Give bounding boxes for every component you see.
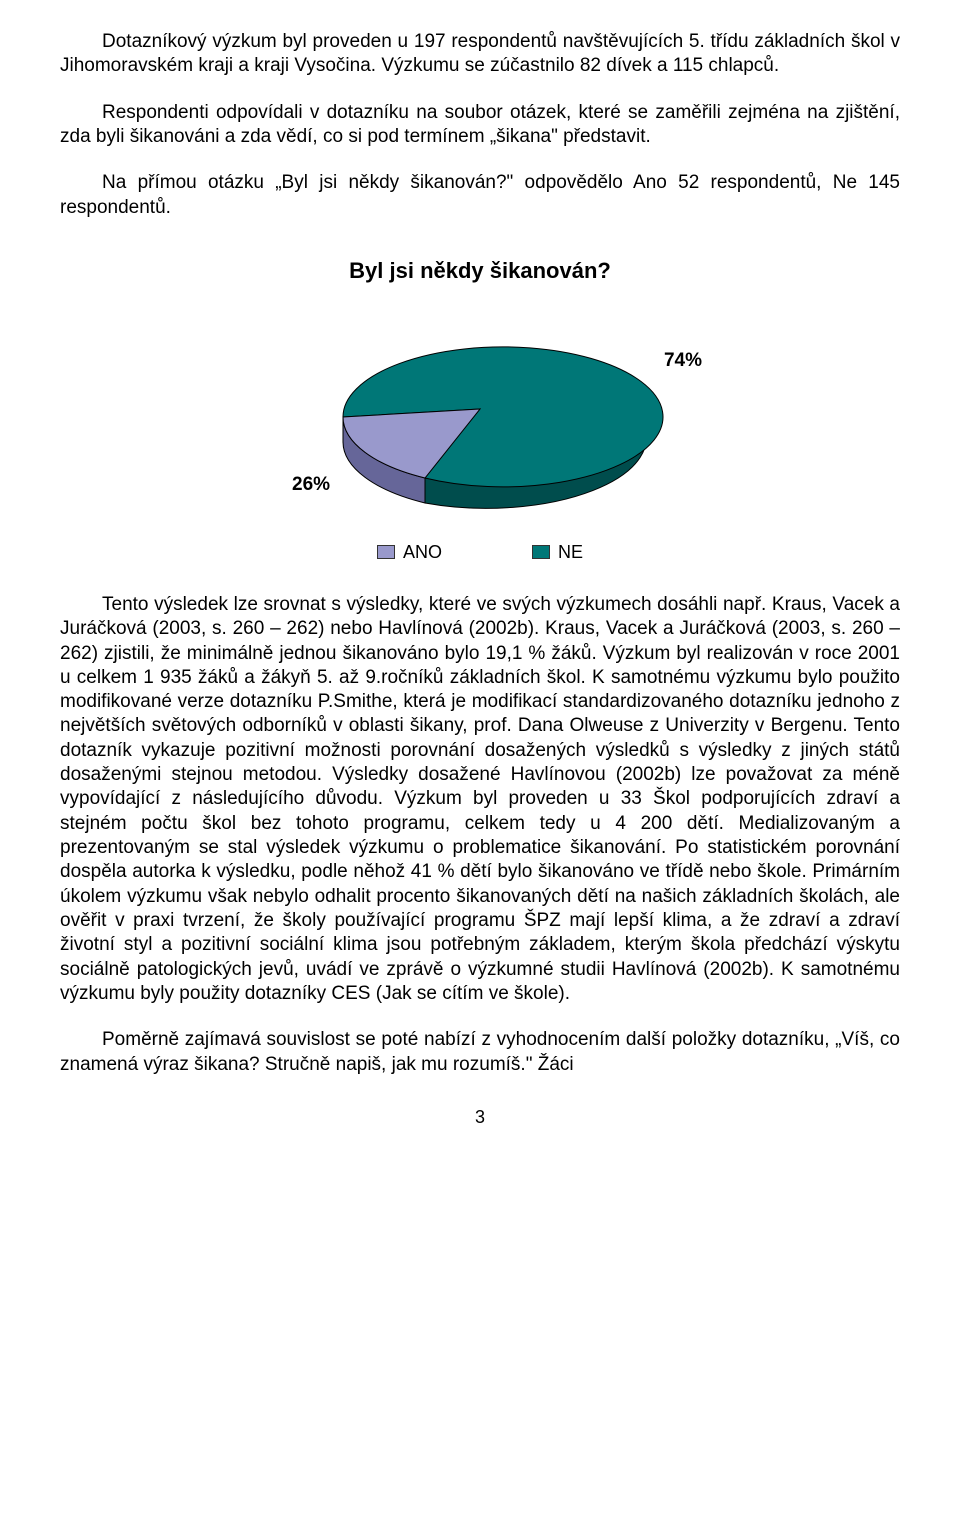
legend-item-ne: NE	[532, 542, 583, 563]
legend-item-ano: ANO	[377, 542, 442, 563]
pie-label-ano: 26%	[292, 474, 330, 496]
paragraph-4: Tento výsledek lze srovnat s výsledky, k…	[60, 593, 900, 1006]
paragraph-1: Dotazníkový výzkum byl proveden u 197 re…	[60, 30, 900, 79]
legend-swatch-ano	[377, 545, 395, 559]
pie-label-ne: 74%	[664, 350, 702, 372]
pie-wrapper: 74% 26%	[270, 314, 690, 514]
chart-legend: ANO NE	[377, 542, 583, 563]
legend-label-ano: ANO	[403, 542, 442, 563]
paragraph-2: Respondenti odpovídali v dotazníku na so…	[60, 101, 900, 150]
legend-label-ne: NE	[558, 542, 583, 563]
legend-swatch-ne	[532, 545, 550, 559]
pie-svg	[270, 314, 690, 514]
paragraph-3: Na přímou otázku „Byl jsi někdy šikanová…	[60, 171, 900, 220]
page-number: 3	[60, 1107, 900, 1128]
chart-title: Byl jsi někdy šikanován?	[60, 258, 900, 284]
pie-chart: 74% 26% ANO NE	[60, 314, 900, 563]
paragraph-5: Poměrně zajímavá souvislost se poté nabí…	[60, 1028, 900, 1077]
